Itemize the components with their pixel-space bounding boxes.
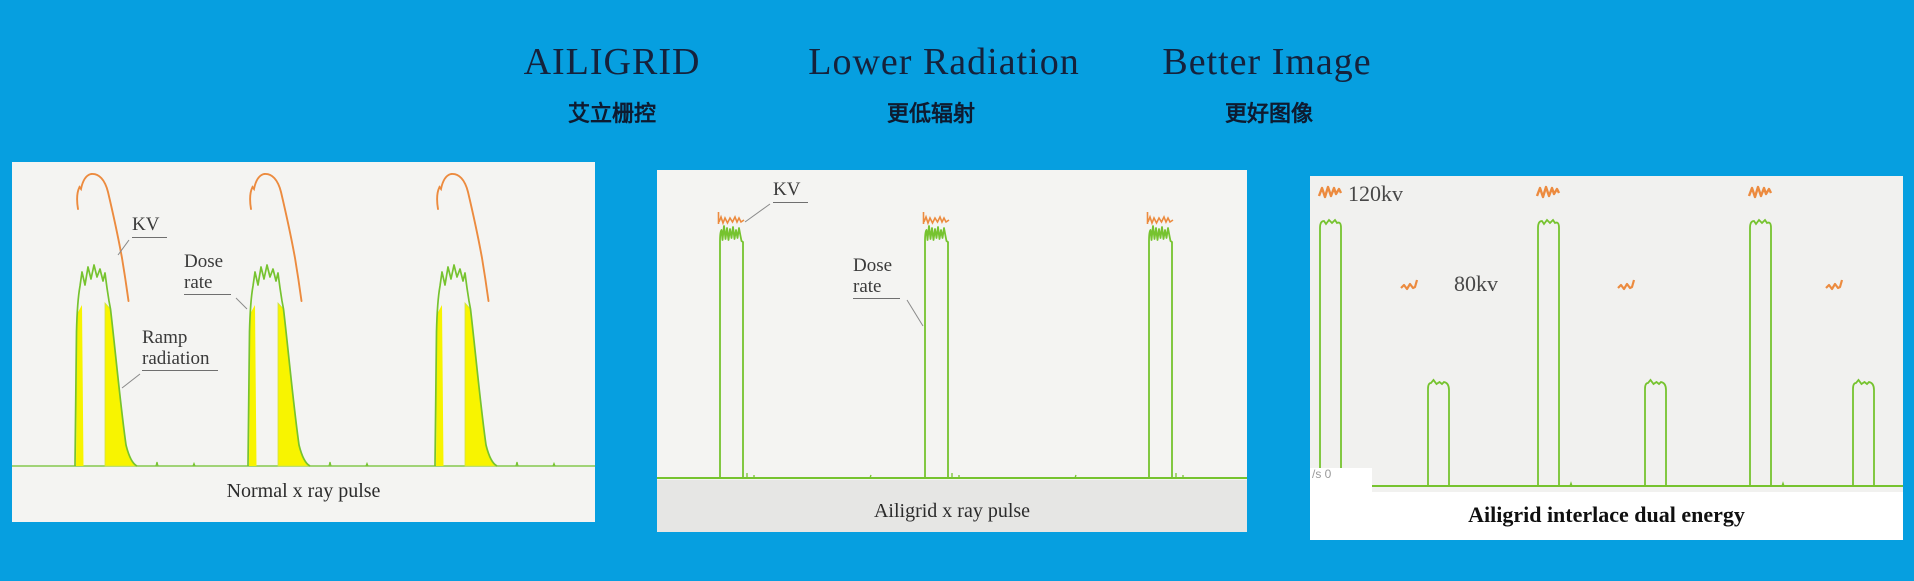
subtitle-ailigrid-zh: 艾立栅控 — [567, 101, 657, 126]
subtitle-better-image-zh: 更好图像 — [1224, 101, 1314, 126]
caption-ailigrid-interlace-dual-energy: Ailigrid interlace dual energy — [1468, 502, 1745, 527]
ramp-radiation-label: Ramp radiation — [142, 327, 218, 372]
title-lower-radiation: Lower Radiation — [808, 41, 1080, 83]
caption-ailigrid-x-ray-pulse: Ailigrid x ray pulse — [873, 500, 1031, 522]
panel-ailigrid-x-ray-pulse: Ailigrid x ray pulse KV Dose rate — [657, 170, 1247, 532]
dose-rate-label: Dose rate — [853, 255, 901, 300]
kv-label: KV — [132, 214, 168, 238]
subtitle-lower-radiation-zh: 更低辐射 — [886, 101, 976, 126]
caption-normal-x-ray-pulse: Normal x ray pulse — [226, 480, 381, 502]
chart-ailigrid-x-ray-pulse — [657, 203, 1247, 532]
chart-ailigrid-interlace-dual-energy — [1310, 185, 1903, 540]
panel-ailigrid-interlace-dual-energy: Ailigrid interlace dual energy 120kv 80kv… — [1310, 176, 1903, 540]
title-better-image: Better Image — [1162, 41, 1372, 83]
panel-normal-x-ray-pulse: Normal x ray pulse KV Dose rate Ramp radiati… — [12, 162, 595, 522]
chart-normal-x-ray-pulse — [12, 173, 595, 467]
title-ailigrid: AILIGRID — [523, 41, 701, 83]
kv-120-label: 120kv — [1348, 181, 1403, 206]
dose-rate-label: Dose rate — [184, 251, 232, 296]
kv-80-label: 80kv — [1454, 271, 1498, 296]
kv-label: KV — [773, 179, 809, 203]
axis-label: /s 0 — [1312, 467, 1332, 481]
